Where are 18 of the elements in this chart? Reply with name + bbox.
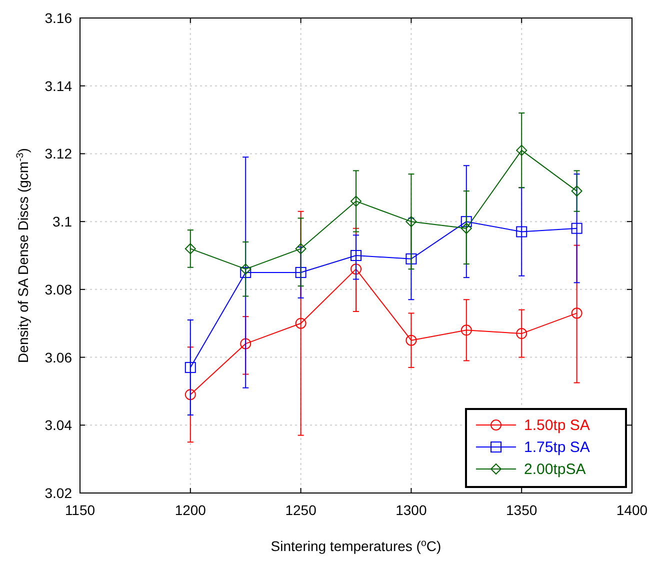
legend-label: 1.75tp SA — [524, 439, 590, 456]
x-tick-label: 1150 — [64, 502, 96, 518]
y-tick-label: 3.16 — [44, 10, 72, 26]
x-tick-label: 1300 — [396, 502, 427, 518]
y-tick-label: 3.14 — [44, 78, 72, 94]
y-tick-label: 3.1 — [52, 214, 72, 230]
y-tick-label: 3.06 — [44, 349, 72, 366]
x-tick-label: 1350 — [506, 502, 538, 518]
x-axis-title: Sintering temperatures ($^{o}$C) — [270, 538, 442, 554]
legend-label: 1.50tp SA — [524, 417, 590, 434]
y-tick-label: 3.04 — [44, 417, 72, 434]
y-tick-label: 3.08 — [44, 281, 72, 298]
y-tick-label: 3.12 — [44, 146, 72, 162]
x-tick-label: 1400 — [616, 502, 648, 518]
y-tick-label: 3.02 — [44, 485, 72, 501]
legend-label: 2.00tpSA — [524, 461, 586, 478]
x-tick-label: 1200 — [174, 502, 206, 518]
x-tick-label: 1250 — [285, 502, 317, 518]
